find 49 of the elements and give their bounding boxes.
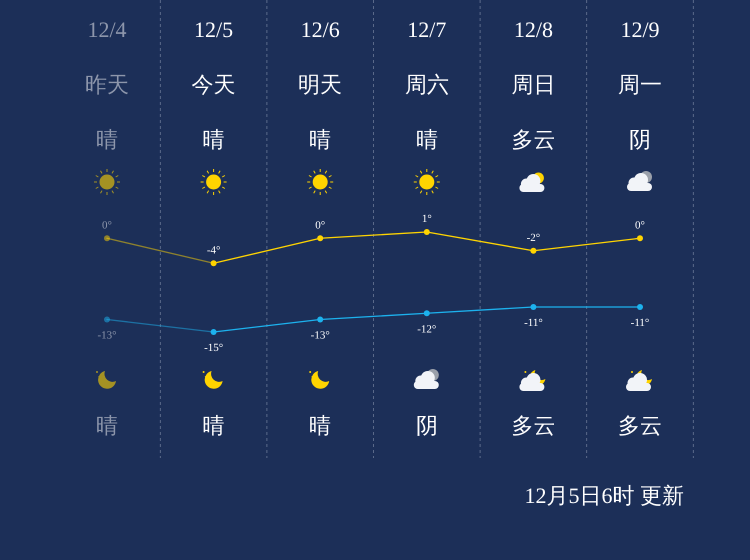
x-tick-label: 12/8 bbox=[514, 17, 553, 42]
x-tick-label: 12/7 bbox=[407, 17, 446, 42]
point bbox=[424, 229, 430, 235]
point bbox=[530, 304, 536, 310]
x-tick-label: 12/6 bbox=[300, 17, 340, 42]
data-label: 0° bbox=[635, 219, 645, 232]
text: 周六 bbox=[404, 72, 449, 97]
text: 多云 bbox=[511, 413, 556, 438]
text: 晴 bbox=[96, 127, 118, 152]
data-label: -15° bbox=[204, 342, 224, 354]
text: 晴 bbox=[202, 127, 225, 152]
x-tick-label: 12/4 bbox=[87, 17, 127, 42]
point bbox=[424, 310, 430, 316]
text: 周日 bbox=[511, 72, 556, 97]
text: 晴 bbox=[202, 413, 225, 438]
data-label: -13° bbox=[310, 330, 330, 342]
data-label: 0° bbox=[315, 219, 326, 232]
data-label: -11° bbox=[630, 317, 650, 329]
text: 12月5日6时 更新 bbox=[524, 483, 684, 508]
point bbox=[104, 316, 110, 322]
point bbox=[317, 316, 324, 322]
text: 晴 bbox=[309, 127, 332, 152]
text: 多云 bbox=[618, 413, 662, 438]
text: 明天 bbox=[298, 72, 342, 97]
point bbox=[637, 304, 643, 310]
text: 昨天 bbox=[85, 72, 129, 97]
text: 周一 bbox=[618, 72, 662, 97]
data-label: 0° bbox=[102, 219, 112, 232]
point bbox=[637, 235, 643, 242]
point bbox=[317, 235, 324, 242]
point bbox=[530, 248, 536, 254]
text: 阴 bbox=[629, 127, 651, 152]
x-tick-label: 12/5 bbox=[194, 17, 234, 42]
data-label: 1° bbox=[422, 213, 432, 225]
data-label: -11° bbox=[524, 317, 543, 329]
text: 多云 bbox=[511, 127, 556, 152]
data-label: -4° bbox=[206, 244, 220, 256]
point bbox=[104, 235, 110, 242]
text: 晴 bbox=[416, 127, 438, 152]
text: 晴 bbox=[309, 413, 332, 438]
point bbox=[210, 329, 217, 335]
data-label: -13° bbox=[97, 330, 117, 342]
text: 阴 bbox=[416, 413, 438, 438]
text: 今天 bbox=[192, 72, 236, 97]
data-label: -2° bbox=[526, 232, 540, 244]
x-tick-label: 12/9 bbox=[620, 17, 660, 42]
point bbox=[210, 260, 217, 266]
data-label: -12° bbox=[417, 323, 436, 336]
text: 晴 bbox=[96, 413, 118, 438]
